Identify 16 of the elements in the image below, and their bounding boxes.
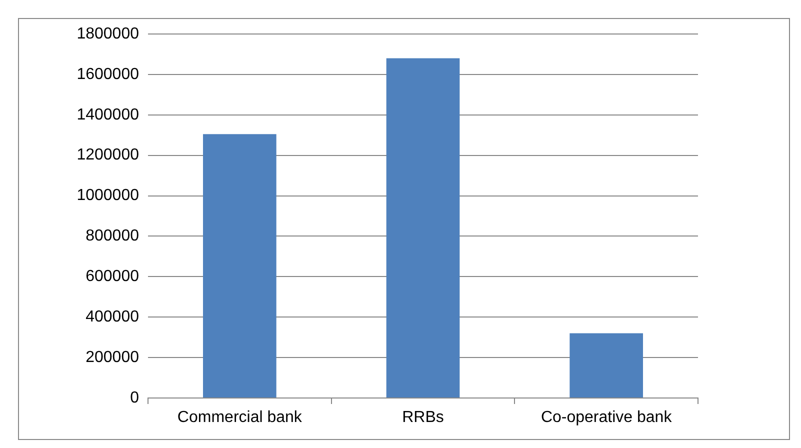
y-tick-label: 0 xyxy=(130,389,140,406)
x-tick-label: Co-operative bank xyxy=(540,409,673,426)
y-tick-label: 1800000 xyxy=(76,25,140,42)
y-tick-label: 800000 xyxy=(86,228,140,245)
bar xyxy=(570,333,643,398)
y-tick-label: 200000 xyxy=(86,348,140,366)
y-tick-label: 400000 xyxy=(86,308,140,326)
x-tick-label: Commercial bank xyxy=(177,409,303,426)
bar xyxy=(386,58,460,398)
y-tick-label: 1000000 xyxy=(76,187,140,204)
y-tick-label: 1200000 xyxy=(76,146,140,164)
y-tick-label: 600000 xyxy=(86,268,140,286)
y-tick-label: 1600000 xyxy=(76,66,140,83)
bar xyxy=(203,134,276,398)
y-tick-label: 1400000 xyxy=(76,106,140,124)
x-tick-label: RRBs xyxy=(402,409,444,426)
